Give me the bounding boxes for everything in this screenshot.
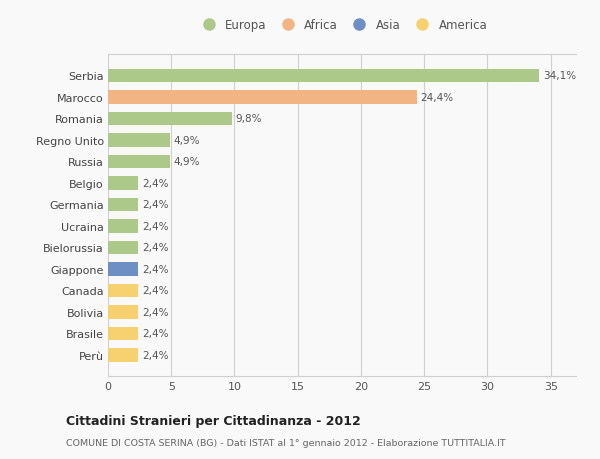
- Bar: [108, 177, 139, 190]
- Text: 2,4%: 2,4%: [142, 350, 169, 360]
- Text: 4,9%: 4,9%: [174, 136, 200, 146]
- Text: 2,4%: 2,4%: [142, 329, 169, 339]
- Bar: [108, 220, 139, 233]
- Text: 4,9%: 4,9%: [174, 157, 200, 167]
- Text: 2,4%: 2,4%: [142, 243, 169, 253]
- Bar: [108, 134, 170, 147]
- Text: 24,4%: 24,4%: [421, 93, 454, 103]
- Bar: [108, 91, 416, 105]
- Bar: [108, 112, 232, 126]
- Text: 2,4%: 2,4%: [142, 286, 169, 296]
- Bar: [108, 327, 139, 340]
- Text: 9,8%: 9,8%: [236, 114, 262, 124]
- Text: 2,4%: 2,4%: [142, 307, 169, 317]
- Bar: [108, 263, 139, 276]
- Text: Cittadini Stranieri per Cittadinanza - 2012: Cittadini Stranieri per Cittadinanza - 2…: [66, 414, 361, 428]
- Text: 2,4%: 2,4%: [142, 264, 169, 274]
- Bar: [108, 70, 539, 83]
- Text: COMUNE DI COSTA SERINA (BG) - Dati ISTAT al 1° gennaio 2012 - Elaborazione TUTTI: COMUNE DI COSTA SERINA (BG) - Dati ISTAT…: [66, 438, 506, 447]
- Bar: [108, 156, 170, 169]
- Bar: [108, 284, 139, 297]
- Text: 2,4%: 2,4%: [142, 221, 169, 231]
- Bar: [108, 348, 139, 362]
- Text: 2,4%: 2,4%: [142, 179, 169, 189]
- Bar: [108, 306, 139, 319]
- Text: 34,1%: 34,1%: [543, 71, 576, 81]
- Bar: [108, 198, 139, 212]
- Legend: Europa, Africa, Asia, America: Europa, Africa, Asia, America: [197, 19, 487, 32]
- Text: 2,4%: 2,4%: [142, 200, 169, 210]
- Bar: [108, 241, 139, 255]
